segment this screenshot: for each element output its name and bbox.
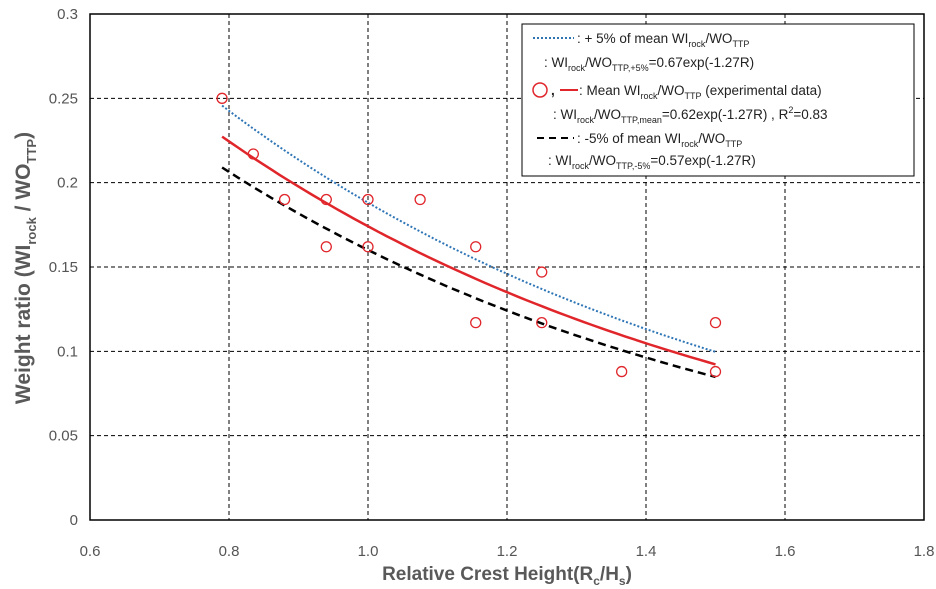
data-point <box>536 317 548 329</box>
fit-curve-dashed <box>221 166 716 379</box>
x-axis-title-sub1: c <box>593 574 600 588</box>
y-axis-title-sub2: TTP <box>24 139 39 164</box>
data-point <box>362 241 374 253</box>
y-tick-label: 0 <box>70 512 78 529</box>
y-axis-title: Weight ratio (WIrock / WOTTP) <box>12 132 39 404</box>
x-tick-label: 1.8 <box>914 543 935 560</box>
data-point <box>278 193 291 206</box>
x-axis-title-sub2: s <box>619 574 626 588</box>
data-point <box>362 193 374 206</box>
x-tick-label: 1.2 <box>497 543 518 560</box>
legend-entry-3-comma: , <box>551 83 555 98</box>
data-point <box>414 193 426 206</box>
y-tick-label: 0.2 <box>57 175 78 192</box>
legend-entry-2: : WIrock/WOTTP,+5%=0.67exp(-1.27R) <box>544 55 754 73</box>
x-axis-title: Relative Crest Height(Rc/Hs) <box>382 564 632 588</box>
legend-entry-6: : WIrock/WOTTP,-5%=0.57exp(-1.27R) <box>548 153 756 171</box>
legend-entry-3: : Mean WIrock/WOTTP (experimental data) <box>579 83 822 101</box>
y-axis-title-main: Weight ratio (WI <box>12 245 35 404</box>
x-axis-title-end: ) <box>626 564 632 585</box>
legend-entry-4: : WIrock/WOTTP,mean=0.62exp(-1.27R) , R2… <box>553 105 828 125</box>
y-axis-title-sub1: rock <box>24 216 39 244</box>
data-point <box>216 92 228 104</box>
x-tick-label: 0.8 <box>219 543 240 560</box>
fit-curve-dotted <box>221 104 716 353</box>
y-axis-title-mid: / WO <box>12 163 35 217</box>
legend-entry-5: : -5% of mean WIrock/WOTTP <box>577 131 742 149</box>
data-point <box>320 241 332 253</box>
data-point <box>247 148 259 160</box>
x-tick-label: 1.0 <box>358 543 379 560</box>
y-tick-label: 0.25 <box>49 90 78 107</box>
data-point <box>470 317 482 329</box>
legend-entry-1: : + 5% of mean WIrock/WOTTP <box>577 31 749 49</box>
legend: : + 5% of mean WIrock/WOTTP : WIrock/WOT… <box>521 23 915 177</box>
y-tick-label: 0.1 <box>57 343 78 360</box>
data-point <box>320 193 332 206</box>
data-point <box>709 365 722 378</box>
legend-box <box>521 23 915 177</box>
y-tick-label: 0.3 <box>57 6 78 23</box>
y-axis-title-end: ) <box>12 132 35 139</box>
x-tick-label: 1.6 <box>775 543 796 560</box>
x-axis-title-main: Relative Crest Height(R <box>382 564 593 585</box>
data-point <box>470 241 482 253</box>
y-tick-label: 0.05 <box>49 428 78 445</box>
data-point <box>709 317 722 329</box>
plot-frame <box>89 13 925 521</box>
fit-curve-solid <box>221 135 716 366</box>
x-tick-label: 1.4 <box>636 543 657 560</box>
y-tick-labels: 0 0.05 0.1 0.15 0.2 0.25 0.3 <box>49 6 78 529</box>
data-point <box>536 266 548 278</box>
y-tick-label: 0.15 <box>49 259 78 276</box>
data-point <box>616 365 628 378</box>
legend-marker-circle <box>532 82 548 98</box>
fit-curves <box>221 104 716 379</box>
data-points <box>216 92 722 378</box>
x-tick-label: 0.6 <box>80 543 101 560</box>
x-tick-labels: 0.6 0.8 1.0 1.2 1.4 1.6 1.8 <box>80 543 935 560</box>
x-axis-title-mid: /H <box>600 564 619 585</box>
